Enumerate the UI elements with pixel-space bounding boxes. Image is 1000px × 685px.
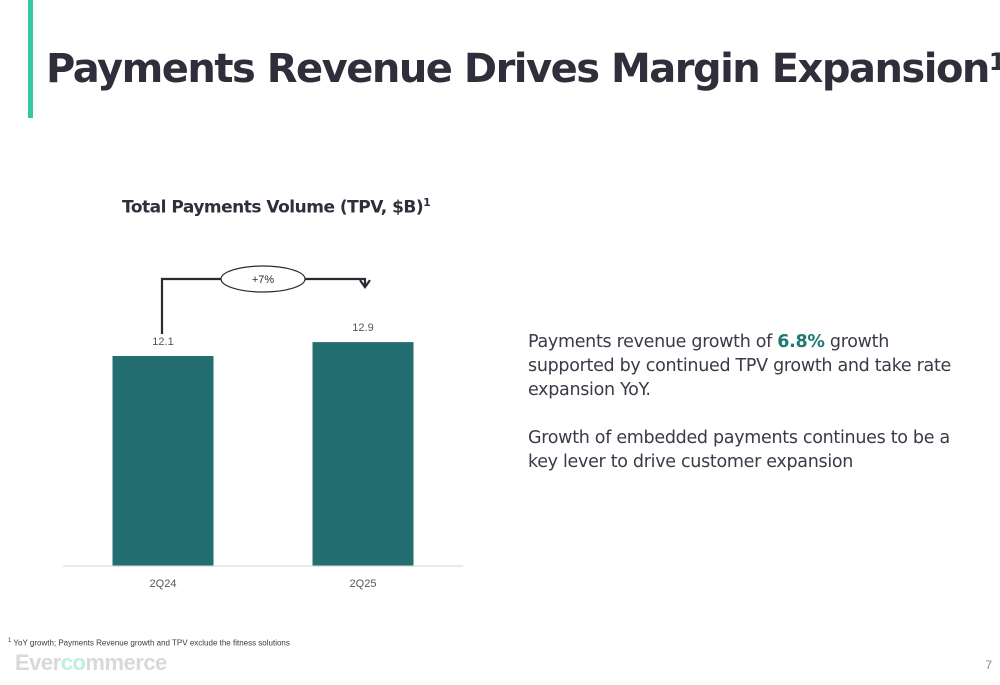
x-tick-label-2Q25: 2Q25 [350,578,377,590]
commentary-p1-suffix: growth supported by continued TPV growth… [528,332,952,400]
page-title: Payments Revenue Drives Margin Expansion… [46,46,1000,92]
footnote-text: YoY growth; Payments Revenue growth and … [11,638,290,648]
commentary-paragraph-1: Payments revenue growth of 6.8% growth s… [528,330,978,402]
bar-2Q24 [112,356,214,566]
evercommerce-logo: Evercommerce [15,650,167,676]
logo-text-accent: co [60,650,86,675]
footnote-mark: 1 [8,638,12,644]
logo-text-suffix: mmerce [85,650,167,675]
commentary: Payments revenue growth of 6.8% growth s… [528,330,978,498]
revenue-growth-highlight: 6.8% [777,332,825,352]
commentary-p1-prefix: Payments revenue growth of [528,332,778,352]
growth-arrow-head [359,279,371,290]
data-label-2Q25: 12.9 [352,322,373,334]
growth-badge [220,265,306,293]
logo-text-prefix: Ever [15,650,61,675]
x-tick-label-2Q24: 2Q24 [150,578,177,590]
page-title-footnote-mark: 1 [988,48,1000,76]
data-label-2Q24: 12.1 [152,336,173,348]
commentary-paragraph-2: Growth of embedded payments continues to… [528,428,950,472]
footnote: 1 YoY growth; Payments Revenue growth an… [8,638,290,648]
growth-label: +7% [252,274,275,286]
page-number: 7 [985,658,992,672]
chart-title-text: Total Payments Volume (TPV, $B) [122,197,424,218]
chart-title-footnote-mark: 1 [423,196,431,209]
page-title-text: Payments Revenue Drives Margin Expansion [46,46,990,92]
title-accent-bar [28,0,33,118]
bar-2Q25 [312,342,414,566]
chart-title: Total Payments Volume (TPV, $B)1 [122,196,431,218]
